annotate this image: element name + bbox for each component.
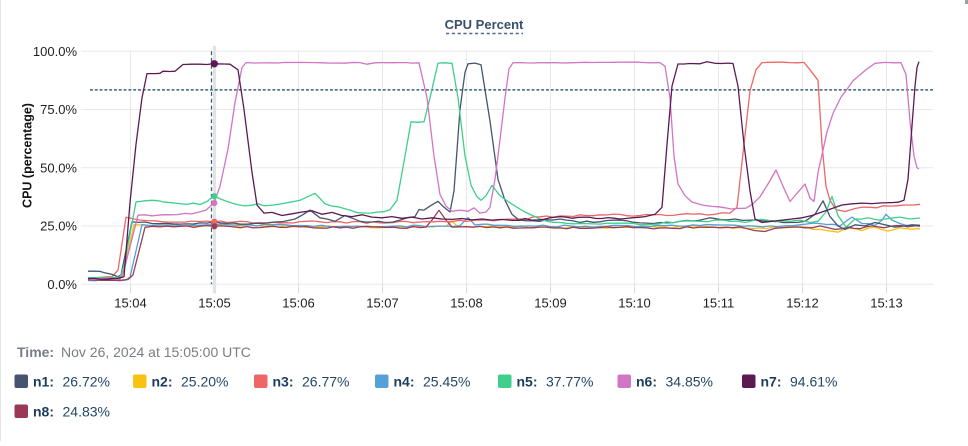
svg-text:15:06: 15:06 <box>282 296 315 311</box>
svg-text:15:10: 15:10 <box>618 296 651 311</box>
svg-text:50.0%: 50.0% <box>40 160 77 175</box>
svg-text:15:04: 15:04 <box>114 296 147 311</box>
svg-text:15:09: 15:09 <box>534 296 567 311</box>
svg-text:n1:: n1: <box>33 374 54 390</box>
svg-text:26.77%: 26.77% <box>302 374 349 390</box>
svg-text:94.61%: 94.61% <box>790 374 837 390</box>
svg-text:CPU Percent: CPU Percent <box>445 17 524 32</box>
svg-text:15:08: 15:08 <box>450 296 483 311</box>
svg-text:15:12: 15:12 <box>786 296 819 311</box>
svg-text:15:05: 15:05 <box>198 296 231 311</box>
svg-text:34.85%: 34.85% <box>666 374 713 390</box>
svg-text:15:11: 15:11 <box>703 296 735 311</box>
svg-text:n7:: n7: <box>761 374 782 390</box>
svg-text:n5:: n5: <box>517 374 538 390</box>
svg-text:24.83%: 24.83% <box>63 404 110 420</box>
svg-text:Nov 26, 2024 at 15:05:00 UTC: Nov 26, 2024 at 15:05:00 UTC <box>61 344 251 360</box>
svg-text:n6:: n6: <box>636 374 657 390</box>
svg-text:37.77%: 37.77% <box>546 374 593 390</box>
svg-text:0.0%: 0.0% <box>47 277 77 292</box>
svg-text:25.0%: 25.0% <box>40 219 77 234</box>
svg-text:26.72%: 26.72% <box>63 374 110 390</box>
svg-text:n3:: n3: <box>273 374 294 390</box>
svg-text:n8:: n8: <box>33 404 54 420</box>
svg-text:15:13: 15:13 <box>870 296 903 311</box>
svg-text:25.20%: 25.20% <box>181 374 228 390</box>
svg-text:100.0%: 100.0% <box>33 44 78 59</box>
svg-text:n4:: n4: <box>394 374 415 390</box>
svg-text:n2:: n2: <box>152 374 173 390</box>
svg-text:25.45%: 25.45% <box>423 374 470 390</box>
svg-text:Time:: Time: <box>17 344 54 360</box>
svg-text:CPU (percentage): CPU (percentage) <box>21 103 35 208</box>
svg-text:75.0%: 75.0% <box>40 102 77 117</box>
svg-text:15:07: 15:07 <box>366 296 399 311</box>
